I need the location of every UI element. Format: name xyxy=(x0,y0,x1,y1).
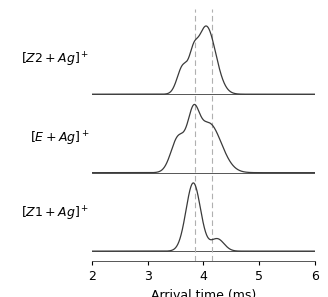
Text: $[Z1+Ag]^+$: $[Z1+Ag]^+$ xyxy=(21,204,90,223)
X-axis label: Arrival time (ms): Arrival time (ms) xyxy=(151,289,256,297)
Text: $[E+Ag]^+$: $[E+Ag]^+$ xyxy=(30,129,90,148)
Text: $[Z2+Ag]^+$: $[Z2+Ag]^+$ xyxy=(21,51,90,69)
